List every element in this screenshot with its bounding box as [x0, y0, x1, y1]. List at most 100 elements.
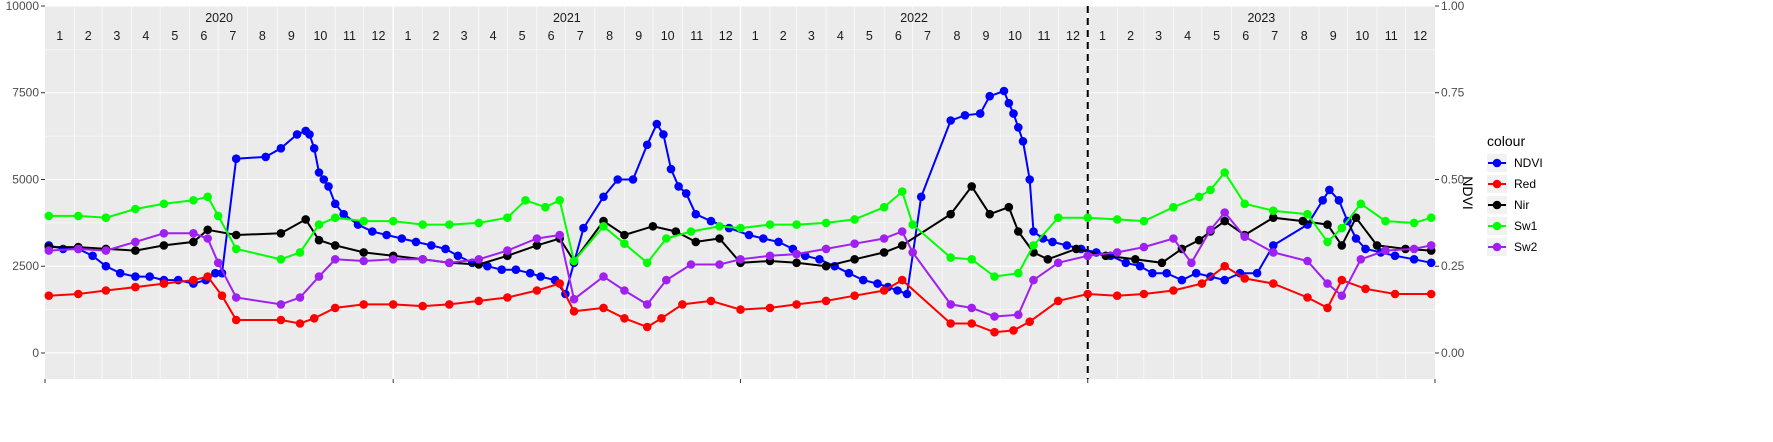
data-point: [897, 227, 907, 236]
month-label: 6: [895, 29, 902, 43]
data-point: [1220, 275, 1229, 285]
data-point: [330, 241, 340, 250]
data-point: [1318, 196, 1327, 205]
month-label: 3: [808, 29, 815, 43]
data-point: [706, 216, 716, 226]
data-point: [1177, 275, 1187, 285]
data-point: [453, 251, 463, 261]
data-point: [44, 291, 54, 301]
year-strip-label: 2021: [553, 11, 581, 25]
data-point: [1194, 192, 1204, 202]
data-point: [897, 241, 907, 250]
data-point: [1131, 254, 1140, 264]
data-point: [879, 234, 889, 243]
data-point: [231, 154, 241, 163]
data-point: [662, 275, 671, 285]
year-strip-label: 2023: [1247, 11, 1275, 25]
data-point: [359, 216, 369, 226]
month-label: 11: [1385, 29, 1398, 43]
data-point: [873, 279, 882, 288]
data-point: [1062, 241, 1072, 250]
data-point: [503, 246, 512, 255]
data-point: [309, 144, 319, 153]
data-point: [620, 230, 629, 240]
data-point: [715, 222, 724, 231]
data-point: [314, 220, 324, 229]
data-point: [203, 192, 212, 202]
data-point: [620, 239, 629, 248]
month-label: 10: [1355, 29, 1369, 43]
data-point: [1004, 98, 1014, 108]
data-point: [1337, 223, 1347, 233]
data-point: [44, 246, 54, 255]
data-point: [897, 187, 907, 196]
data-point: [101, 246, 111, 255]
data-point: [1390, 251, 1400, 261]
data-point: [908, 248, 917, 257]
data-point: [101, 213, 111, 222]
data-point: [879, 286, 889, 295]
legend-label: Sw2: [1514, 240, 1538, 254]
month-label: 6: [200, 29, 207, 43]
data-point: [1298, 216, 1308, 226]
data-point: [189, 237, 198, 247]
data-point: [324, 182, 333, 191]
data-point: [1157, 258, 1167, 268]
data-point: [1197, 279, 1207, 288]
month-label: 8: [953, 29, 960, 43]
data-point: [305, 130, 314, 139]
data-point: [1426, 289, 1436, 299]
data-point: [1083, 289, 1092, 299]
data-point: [359, 300, 369, 309]
legend-key-dot: [1492, 200, 1502, 210]
data-point: [1323, 303, 1332, 313]
month-label: 2: [1127, 29, 1134, 43]
data-point: [231, 315, 241, 325]
data-point: [189, 196, 198, 205]
month-label: 9: [288, 29, 295, 43]
data-point: [1083, 213, 1092, 222]
data-point: [599, 272, 608, 281]
data-point: [1426, 213, 1436, 222]
data-point: [503, 213, 512, 222]
month-label: 8: [606, 29, 613, 43]
data-point: [1139, 289, 1149, 299]
month-label: 4: [837, 29, 844, 43]
month-label: 8: [259, 29, 266, 43]
month-label: 7: [924, 29, 931, 43]
data-point: [1269, 279, 1278, 288]
data-point: [189, 275, 198, 285]
data-point: [765, 251, 775, 261]
month-label: 10: [661, 29, 675, 43]
data-point: [203, 225, 212, 235]
data-point: [418, 220, 428, 229]
legend: colour NDVI Red Nir Sw1 Sw2: [1487, 133, 1543, 256]
data-point: [1220, 168, 1229, 177]
data-point: [217, 291, 227, 301]
data-point: [359, 248, 369, 257]
data-point: [330, 303, 340, 313]
data-point: [1009, 109, 1018, 118]
data-point: [159, 279, 169, 288]
data-point: [497, 265, 507, 275]
data-point: [1112, 291, 1122, 301]
data-point: [1014, 227, 1023, 236]
data-point: [1083, 251, 1092, 261]
data-point: [555, 279, 564, 288]
month-label: 3: [113, 29, 120, 43]
data-point: [628, 175, 638, 184]
data-point: [1356, 199, 1366, 209]
data-point: [1053, 258, 1063, 268]
series-ndvi: [44, 86, 1436, 299]
data-point: [314, 235, 324, 245]
data-point: [990, 312, 999, 321]
data-point: [231, 230, 241, 240]
data-point: [908, 220, 917, 229]
data-point: [1381, 246, 1390, 255]
data-point: [131, 282, 140, 292]
data-point: [339, 209, 349, 219]
data-point: [1337, 241, 1347, 250]
month-label: 4: [1184, 29, 1191, 43]
